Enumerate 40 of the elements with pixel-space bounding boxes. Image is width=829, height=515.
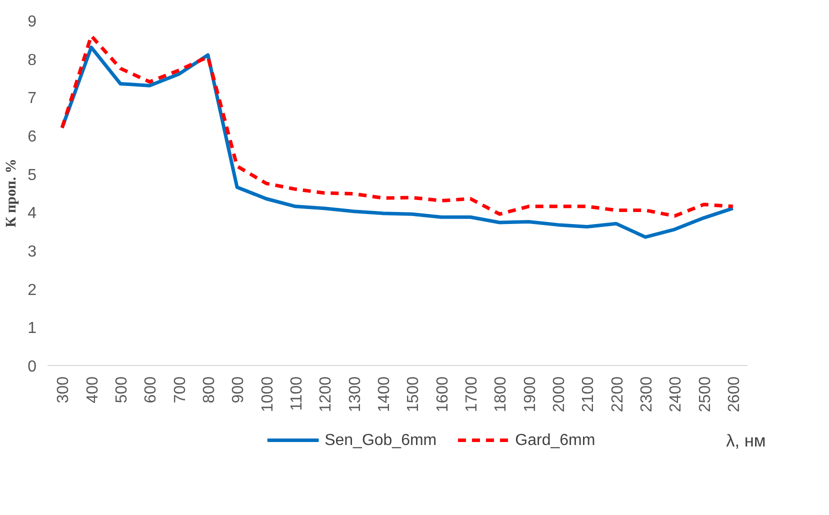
x-tick-label: 700 — [172, 376, 189, 404]
y-tick-label: 5 — [28, 166, 37, 184]
x-axis-title: λ, нм — [726, 430, 766, 450]
x-tick-label: 2500 — [696, 376, 714, 412]
x-tick-label: 1100 — [288, 376, 306, 411]
x-tick-label: 400 — [84, 376, 102, 404]
x-tick-label: 500 — [113, 376, 130, 404]
x-tick-label: 600 — [142, 376, 160, 404]
x-tick-label: 800 — [200, 376, 218, 404]
y-tick-label: 3 — [28, 244, 37, 260]
legend-label: Sen_Gob_6mm — [324, 432, 437, 449]
x-tick-label: 1200 — [318, 376, 335, 412]
x-tick-label: 1800 — [492, 376, 510, 412]
x-tick-label: 2200 — [609, 376, 626, 412]
x-tick-label: 300 — [55, 376, 72, 404]
x-tick-label: 1500 — [405, 376, 422, 412]
y-tick-label: 0 — [28, 358, 37, 376]
x-tick-label: 2000 — [550, 376, 568, 412]
line-series — [60, 34, 735, 218]
y-tick-label: 7 — [28, 90, 37, 108]
line-series — [60, 46, 735, 239]
x-tick-label: 1400 — [376, 376, 393, 412]
x-tick-label: 900 — [230, 376, 248, 404]
x-tick-label: 1000 — [259, 376, 276, 412]
y-tick-label: 2 — [28, 282, 37, 299]
x-tick-label: 2600 — [726, 376, 743, 412]
x-tick-label: 1600 — [434, 376, 452, 412]
x-tick-label: 2400 — [668, 376, 685, 412]
y-tick-label: 8 — [28, 52, 37, 69]
x-tick-label: 1900 — [522, 376, 539, 412]
y-tick-label: 4 — [28, 205, 37, 222]
y-axis-title: К проп. % — [4, 158, 20, 228]
y-tick-label: 1 — [28, 320, 37, 338]
x-tick-label: 1300 — [346, 376, 364, 412]
y-tick-label: 6 — [28, 128, 37, 146]
x-tick-label: 1700 — [463, 376, 480, 412]
x-tick-label: 2100 — [580, 376, 598, 412]
y-tick-label: 9 — [28, 14, 37, 30]
x-tick-label: 2300 — [638, 376, 656, 412]
legend-label: Gard_6mm — [515, 432, 596, 449]
